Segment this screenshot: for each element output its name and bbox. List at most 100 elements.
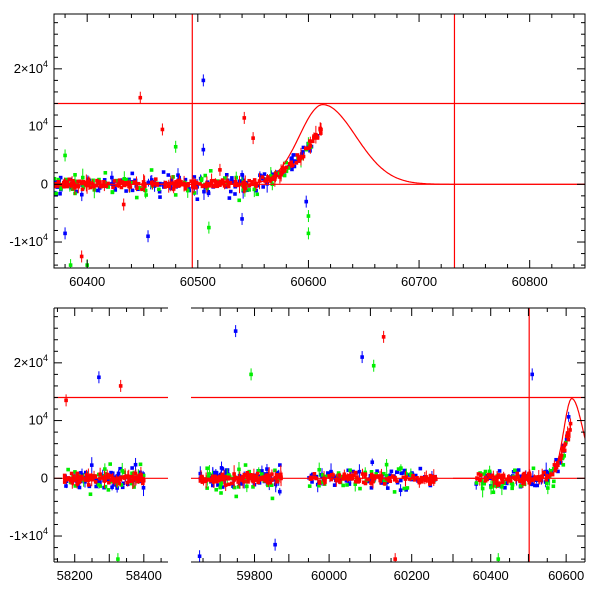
data-point xyxy=(222,475,226,480)
data-point xyxy=(208,478,213,483)
data-point xyxy=(130,188,135,193)
data-point xyxy=(392,478,397,482)
data-point xyxy=(219,491,223,495)
data-point xyxy=(314,132,318,137)
data-point xyxy=(251,479,256,484)
data-point xyxy=(505,481,509,486)
data-point xyxy=(278,463,282,467)
data-point xyxy=(301,154,306,159)
y-tick-label: 2×104 xyxy=(14,353,48,370)
y-tick-exponent: 4 xyxy=(43,526,48,536)
data-point xyxy=(289,164,294,168)
data-point xyxy=(278,472,283,477)
data-point xyxy=(329,477,333,482)
data-point xyxy=(546,486,550,490)
data-point xyxy=(119,185,124,190)
data-point xyxy=(134,195,139,200)
data-point xyxy=(554,465,559,470)
data-point xyxy=(72,186,77,190)
data-point xyxy=(141,481,145,486)
data-point xyxy=(566,433,570,437)
data-point xyxy=(218,168,222,172)
data-point xyxy=(71,477,75,482)
data-point xyxy=(74,189,79,194)
data-point xyxy=(496,483,501,487)
y-tick-label: 0 xyxy=(41,176,48,191)
data-point xyxy=(98,180,102,184)
data-point xyxy=(120,485,125,490)
data-point xyxy=(138,462,143,467)
bottom-segment-2 xyxy=(307,330,438,562)
data-point xyxy=(366,477,370,482)
data-point xyxy=(336,471,341,475)
x-tick-label: 59800 xyxy=(236,568,272,583)
data-point xyxy=(291,153,296,157)
data-point xyxy=(369,481,373,485)
data-point xyxy=(256,183,260,188)
data-point xyxy=(149,178,154,182)
data-point xyxy=(226,475,230,480)
data-point xyxy=(113,184,117,189)
data-point xyxy=(275,473,279,477)
data-point xyxy=(163,185,167,189)
data-point xyxy=(317,479,321,483)
data-point xyxy=(369,470,374,474)
data-point xyxy=(84,181,89,185)
bottom-segment-0 xyxy=(62,371,146,562)
data-point xyxy=(83,470,88,475)
data-point xyxy=(331,473,335,477)
data-point xyxy=(108,462,113,466)
data-point xyxy=(130,171,135,176)
data-point xyxy=(342,472,347,477)
data-point xyxy=(377,474,381,478)
data-point xyxy=(183,177,188,182)
data-point xyxy=(79,192,84,197)
data-point xyxy=(267,473,272,478)
data-point xyxy=(480,486,485,491)
data-point xyxy=(240,217,244,221)
data-point xyxy=(336,478,341,483)
y-tick-exponent: 4 xyxy=(43,411,48,421)
data-point xyxy=(232,477,237,482)
data-point xyxy=(392,490,397,494)
data-point xyxy=(312,134,316,138)
data-point xyxy=(532,477,537,481)
data-point xyxy=(221,180,226,185)
data-point xyxy=(331,475,336,480)
data-point xyxy=(476,472,481,476)
data-point xyxy=(347,474,352,478)
top-axes-frame xyxy=(53,13,586,269)
data-point xyxy=(241,474,246,479)
data-point xyxy=(304,199,309,204)
data-point xyxy=(72,475,76,480)
data-point xyxy=(358,486,362,491)
x-tick-label: 60200 xyxy=(394,568,430,583)
data-point xyxy=(138,477,142,482)
data-point xyxy=(278,175,282,179)
y-tick-base: -1×10 xyxy=(9,234,43,249)
data-point xyxy=(548,469,553,473)
data-point xyxy=(222,184,227,188)
data-point xyxy=(234,183,239,188)
y-tick-exponent: 4 xyxy=(43,353,48,363)
bottom-panel: 58200 58400 59800 60000 60200 60400 606002×104… xyxy=(9,307,586,583)
data-point xyxy=(58,191,62,196)
y-tick-label: 2×104 xyxy=(14,59,48,76)
data-point xyxy=(308,139,312,143)
data-point xyxy=(76,179,80,184)
data-point xyxy=(279,172,283,177)
data-point xyxy=(185,183,190,187)
data-point xyxy=(428,479,433,483)
data-point xyxy=(497,469,502,473)
data-point xyxy=(530,372,534,377)
data-point xyxy=(268,177,273,182)
data-point xyxy=(306,214,311,218)
data-point xyxy=(223,483,228,487)
data-point xyxy=(144,193,148,197)
data-point xyxy=(79,477,83,481)
data-point xyxy=(205,475,210,479)
data-point xyxy=(312,472,317,476)
data-point xyxy=(138,186,142,190)
data-point xyxy=(353,482,358,486)
data-point xyxy=(102,184,107,188)
